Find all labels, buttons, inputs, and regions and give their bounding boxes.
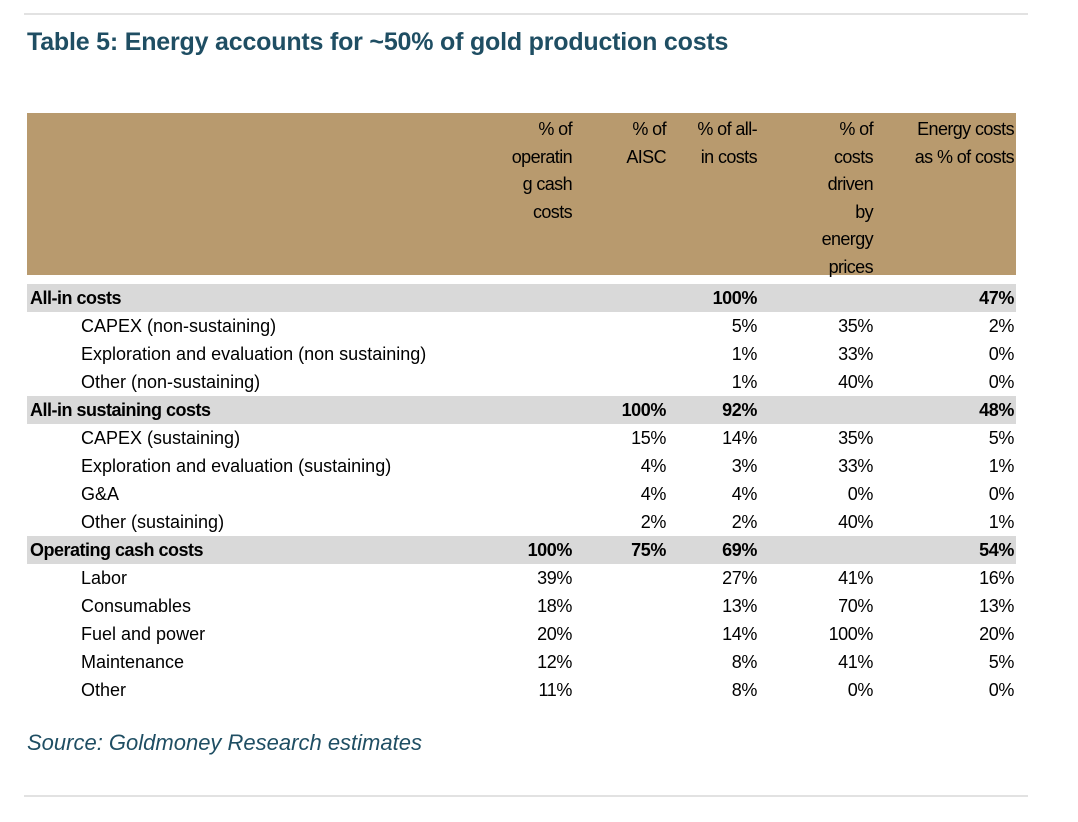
cell-value: 100%	[527, 540, 573, 560]
table-row: Fuel and power 20% 14% 100% 20%	[27, 620, 1016, 648]
row-label: Other (non-sustaining)	[81, 372, 261, 392]
cell-value: 14%	[722, 428, 757, 448]
cell-value: 2%	[640, 512, 667, 532]
table-group-row: All-in sustaining costs 100% 92% 48%	[27, 396, 1016, 424]
cell-value: 0%	[988, 484, 1015, 504]
table-group-row: Operating cash costs 100% 75% 69% 54%	[27, 536, 1016, 564]
cell-value: 12%	[537, 652, 572, 672]
cell-value: 47%	[979, 288, 1014, 308]
cell-value: 1%	[988, 512, 1015, 532]
cell-value: 0%	[847, 680, 874, 700]
header-pct-all-in-costs: % of all- in costs	[697, 119, 757, 167]
row-label: Other (sustaining)	[81, 512, 225, 532]
cell-value: 33%	[838, 344, 873, 364]
cell-value: 75%	[631, 540, 666, 560]
cell-value: 4%	[640, 456, 667, 476]
cell-value: 0%	[988, 372, 1015, 392]
cell-value: 1%	[988, 456, 1015, 476]
table-row: CAPEX (non-sustaining) 5% 35% 2%	[27, 312, 1016, 340]
cell-value: 100%	[621, 400, 667, 420]
cell-value: 0%	[988, 680, 1015, 700]
top-divider	[24, 13, 1028, 15]
cell-value: 20%	[537, 624, 572, 644]
table-row: Exploration and evaluation (sustaining) 4…	[27, 452, 1016, 480]
cell-value: 40%	[838, 372, 873, 392]
table-header: % of operatin g cash costs % of AISC % o…	[27, 113, 1016, 277]
cell-value: 20%	[979, 624, 1014, 644]
row-label: CAPEX (sustaining)	[81, 428, 241, 448]
table-title: Table 5: Energy accounts for ~50% of gol…	[27, 28, 729, 56]
cell-value: 4%	[731, 484, 758, 504]
cell-value: 2%	[731, 512, 758, 532]
cell-value: 2%	[988, 316, 1015, 336]
bottom-divider	[24, 795, 1028, 797]
cell-value: 41%	[838, 652, 873, 672]
cell-value: 1%	[731, 372, 758, 392]
row-label: Fuel and power	[81, 624, 206, 644]
cell-value: 15%	[631, 428, 666, 448]
cell-value: 13%	[979, 596, 1014, 616]
header-pct-aisc: % of AISC	[626, 119, 666, 167]
row-label: Labor	[81, 568, 128, 588]
cell-value: 100%	[712, 288, 758, 308]
row-label: Other	[81, 680, 127, 700]
cell-value: 40%	[838, 512, 873, 532]
cell-value: 92%	[722, 400, 757, 420]
header-pct-costs-driven-by-energy: % of costs driven by energy prices	[821, 119, 874, 277]
cell-value: 39%	[537, 568, 572, 588]
row-label: Exploration and evaluation (non sustaini…	[81, 344, 427, 364]
cell-value: 27%	[722, 568, 757, 588]
table-body: All-in costs 100% 47% CAPEX (non-sustaining…	[27, 284, 1016, 704]
cell-value: 35%	[838, 428, 873, 448]
row-label: Maintenance	[81, 652, 185, 672]
cell-value: 5%	[988, 652, 1015, 672]
cell-value: 11%	[538, 680, 573, 700]
cell-value: 5%	[731, 316, 758, 336]
row-label: CAPEX (non-sustaining)	[81, 316, 277, 336]
cell-value: 54%	[979, 540, 1014, 560]
cell-value: 35%	[838, 316, 873, 336]
row-label: All-in costs	[30, 288, 122, 308]
table-row: Other (non-sustaining) 1% 40% 0%	[27, 368, 1016, 396]
table-row: Other 11% 8% 0% 0%	[27, 676, 1016, 704]
row-label: All-in sustaining costs	[30, 400, 211, 420]
cell-value: 16%	[979, 568, 1014, 588]
cell-value: 8%	[731, 680, 758, 700]
cell-value: 3%	[731, 456, 758, 476]
table-group-row: All-in costs 100% 47%	[27, 284, 1016, 312]
table-row: Consumables 18% 13% 70% 13%	[27, 592, 1016, 620]
row-label: Exploration and evaluation (sustaining)	[81, 456, 392, 476]
table-row: Exploration and evaluation (non sustaini…	[27, 340, 1016, 368]
cell-value: 33%	[838, 456, 873, 476]
cell-value: 18%	[537, 596, 572, 616]
row-label: Operating cash costs	[30, 540, 204, 560]
header-pct-operating-cash-costs: % of operatin g cash costs	[511, 119, 573, 222]
cell-value: 13%	[722, 596, 757, 616]
cell-value: 100%	[828, 624, 874, 644]
cell-value: 1%	[731, 344, 758, 364]
table-row: CAPEX (sustaining) 15% 14% 35% 5%	[27, 424, 1016, 452]
cell-value: 69%	[722, 540, 757, 560]
cell-value: 0%	[847, 484, 874, 504]
table-row: Labor 39% 27% 41% 16%	[27, 564, 1016, 592]
table-row: Other (sustaining) 2% 2% 40% 1%	[27, 508, 1016, 536]
cell-value: 0%	[988, 344, 1015, 364]
row-label: G&A	[81, 484, 120, 504]
header-energy-costs-pct: Energy costs as % of costs	[914, 119, 1015, 167]
cell-value: 48%	[979, 400, 1014, 420]
source-note: Source: Goldmoney Research estimates	[27, 730, 422, 755]
cell-value: 14%	[722, 624, 757, 644]
cell-value: 70%	[838, 596, 873, 616]
cell-value: 41%	[838, 568, 873, 588]
cell-value: 8%	[731, 652, 758, 672]
table-row: Maintenance 12% 8% 41% 5%	[27, 648, 1016, 676]
cell-value: 5%	[988, 428, 1015, 448]
table-row: G&A 4% 4% 0% 0%	[27, 480, 1016, 508]
row-label: Consumables	[81, 596, 192, 616]
cell-value: 4%	[640, 484, 667, 504]
